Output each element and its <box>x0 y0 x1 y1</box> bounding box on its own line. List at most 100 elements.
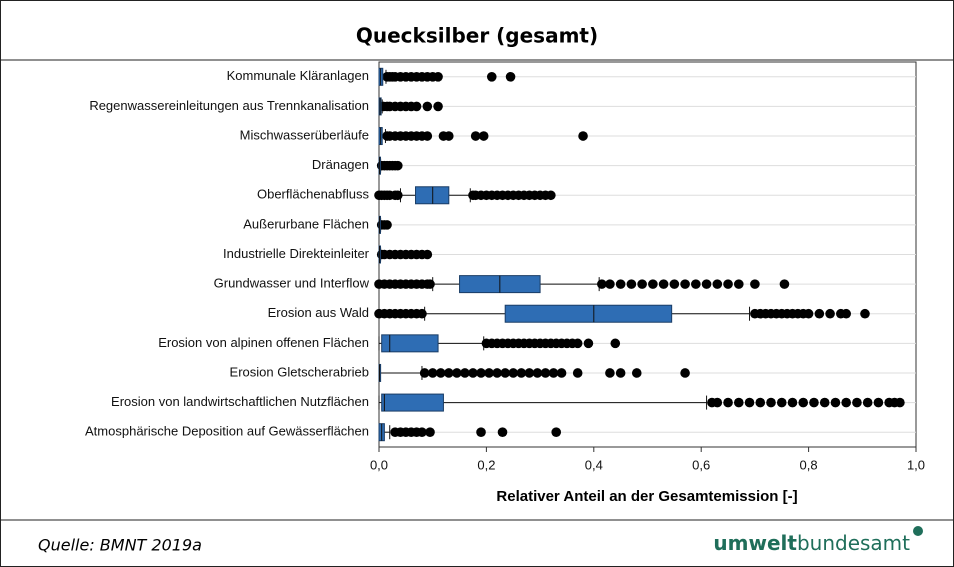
outlier <box>572 338 583 349</box>
outlier <box>680 279 690 289</box>
outlier <box>417 308 427 319</box>
outlier <box>669 279 680 289</box>
x-tick-label: 0,2 <box>477 457 495 472</box>
outlier <box>572 368 583 378</box>
outlier <box>516 368 527 378</box>
outlier <box>860 308 870 319</box>
outlier <box>648 279 658 289</box>
logo-light: bundesamt <box>797 531 910 555</box>
outlier <box>809 397 819 408</box>
x-tick-label: 0,0 <box>370 457 388 472</box>
outlier <box>723 279 733 289</box>
outlier <box>819 397 830 408</box>
x-tick-label: 0,6 <box>692 457 710 472</box>
outlier <box>680 368 690 378</box>
outlier <box>505 72 516 82</box>
outlier <box>497 427 508 437</box>
outlier <box>422 249 433 260</box>
box <box>381 334 439 353</box>
outlier <box>422 101 433 112</box>
outlier <box>814 308 825 319</box>
outlier <box>776 397 787 408</box>
outlier <box>825 308 835 319</box>
outlier <box>392 190 403 201</box>
outlier <box>658 279 669 289</box>
outlier <box>425 279 435 289</box>
y-tick-label: Erosion aus Wald <box>268 305 369 320</box>
outlier <box>452 368 462 378</box>
outlier <box>444 131 454 141</box>
outlier <box>744 397 755 408</box>
outlier <box>723 397 733 408</box>
outlier <box>701 279 712 289</box>
outlier <box>468 368 478 378</box>
outlier <box>750 279 760 289</box>
outlier <box>532 368 543 378</box>
box <box>381 393 444 412</box>
outlier <box>508 368 519 378</box>
y-tick-label: Grundwasser und Interflow <box>214 276 370 291</box>
outlier <box>500 368 510 378</box>
outlier <box>427 368 438 378</box>
y-tick-label: Atmosphärische Deposition auf Gewässerfl… <box>85 424 369 439</box>
outlier <box>382 220 392 230</box>
outlier <box>830 397 841 408</box>
outlier <box>524 368 535 378</box>
y-tick-label: Industrielle Direkteinleiter <box>223 246 370 261</box>
outlier <box>470 131 481 141</box>
outlier <box>755 397 766 408</box>
outlier <box>841 397 851 408</box>
y-tick-label: Außerurbane Flächen <box>243 216 369 231</box>
y-tick-label: Regenwassereinleitungen aus Trennkanalis… <box>89 98 369 113</box>
outlier <box>417 427 427 437</box>
outlier <box>419 368 430 378</box>
box <box>504 304 673 323</box>
outlier <box>492 368 502 378</box>
x-axis-label: Relativer Anteil an der Gesamtemission [… <box>496 488 797 505</box>
outlier <box>712 397 723 408</box>
y-tick-label: Kommunale Kläranlagen <box>227 68 369 83</box>
outlier <box>895 397 905 408</box>
outlier <box>631 368 642 378</box>
y-tick-label: Erosion von alpinen offenen Flächen <box>158 335 369 350</box>
outlier <box>766 397 776 408</box>
outlier <box>551 427 562 437</box>
outlier <box>626 279 637 289</box>
outlier <box>578 131 588 141</box>
source: Quelle: BMNT 2019a <box>38 536 202 555</box>
outlier <box>597 279 607 289</box>
logo-bold: umwelt <box>713 531 797 555</box>
box <box>415 186 450 205</box>
outlier <box>478 131 489 141</box>
outlier <box>556 368 567 378</box>
x-tick-label: 1,0 <box>907 457 925 472</box>
logo-icon <box>913 526 923 536</box>
outlier <box>852 397 862 408</box>
outlier <box>733 397 744 408</box>
outlier <box>691 279 701 289</box>
outlier <box>486 72 497 82</box>
outlier <box>787 397 798 408</box>
outlier <box>862 397 873 408</box>
outlier <box>615 279 626 289</box>
outlier <box>637 279 647 289</box>
outlier <box>583 338 594 349</box>
outlier <box>548 368 559 378</box>
outlier <box>615 368 626 378</box>
outlier <box>411 101 422 112</box>
y-tick-label: Erosion von landwirtschaftlichen Nutzflä… <box>111 394 369 409</box>
y-tick-label: Oberflächenabfluss <box>257 187 370 202</box>
outlier <box>540 368 551 378</box>
outlier <box>803 308 814 319</box>
outlier <box>433 72 443 82</box>
outlier <box>605 279 615 289</box>
outlier <box>444 368 454 378</box>
outlier <box>476 368 486 378</box>
outlier <box>392 160 403 171</box>
outlier <box>712 279 723 289</box>
outlier <box>779 279 790 289</box>
outlier <box>873 397 884 408</box>
outlier <box>605 368 615 378</box>
x-tick-label: 0,4 <box>585 457 603 472</box>
